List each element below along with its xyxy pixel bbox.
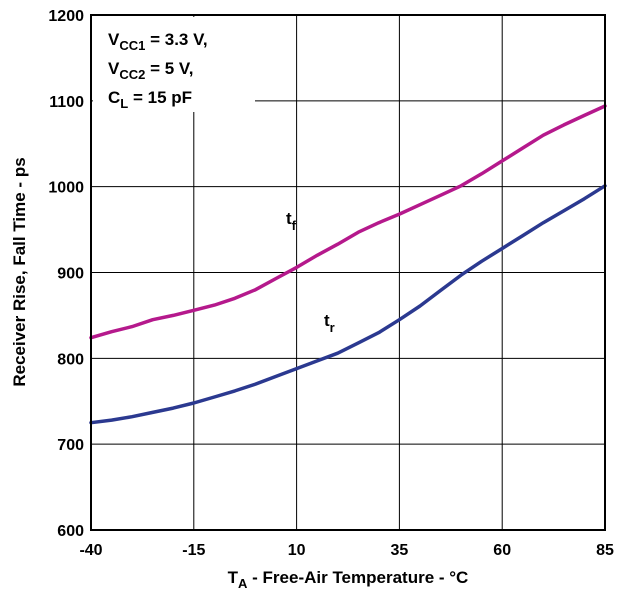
conditions-legend: VCC1 = 3.3 V, VCC2 = 5 V, CL = 15 pF bbox=[93, 17, 255, 112]
tick-labels: -40 -15 10 35 60 85 600 700 800 900 1000 1100 1200 bbox=[48, 8, 614, 559]
y-tick-label: 800 bbox=[57, 351, 84, 368]
x-tick-label: 35 bbox=[391, 542, 409, 559]
y-axis-title: Receiver Rise, Fall Time - ps bbox=[10, 157, 29, 386]
y-tick-label: 600 bbox=[57, 523, 84, 540]
y-tick-label: 1000 bbox=[48, 180, 84, 197]
y-tick-label: 1200 bbox=[48, 8, 84, 25]
grid bbox=[90, 14, 606, 531]
x-tick-label: -40 bbox=[79, 542, 102, 559]
y-tick-label: 900 bbox=[57, 266, 84, 283]
x-axis-title: TA - Free-Air Temperature - °C bbox=[228, 568, 469, 591]
series-line-tf bbox=[89, 104, 607, 340]
x-tick-label: -15 bbox=[182, 542, 205, 559]
y-tick-label: 700 bbox=[57, 437, 84, 454]
x-tick-label: 85 bbox=[596, 542, 614, 559]
series-label-tf: tf bbox=[286, 209, 297, 233]
condition-cl: CL = 15 pF bbox=[108, 88, 192, 111]
plot-frame bbox=[90, 14, 606, 531]
condition-vcc2: VCC2 = 5 V, bbox=[108, 59, 193, 82]
conditions-box bbox=[93, 17, 255, 112]
y-tick-label: 1100 bbox=[49, 94, 84, 111]
x-tick-label: 60 bbox=[493, 542, 511, 559]
series-layer bbox=[89, 104, 607, 425]
series-line-tr bbox=[89, 184, 607, 425]
series-label-tr: tr bbox=[324, 311, 335, 335]
condition-vcc1: VCC1 = 3.3 V, bbox=[108, 30, 208, 53]
x-tick-label: 10 bbox=[288, 542, 306, 559]
